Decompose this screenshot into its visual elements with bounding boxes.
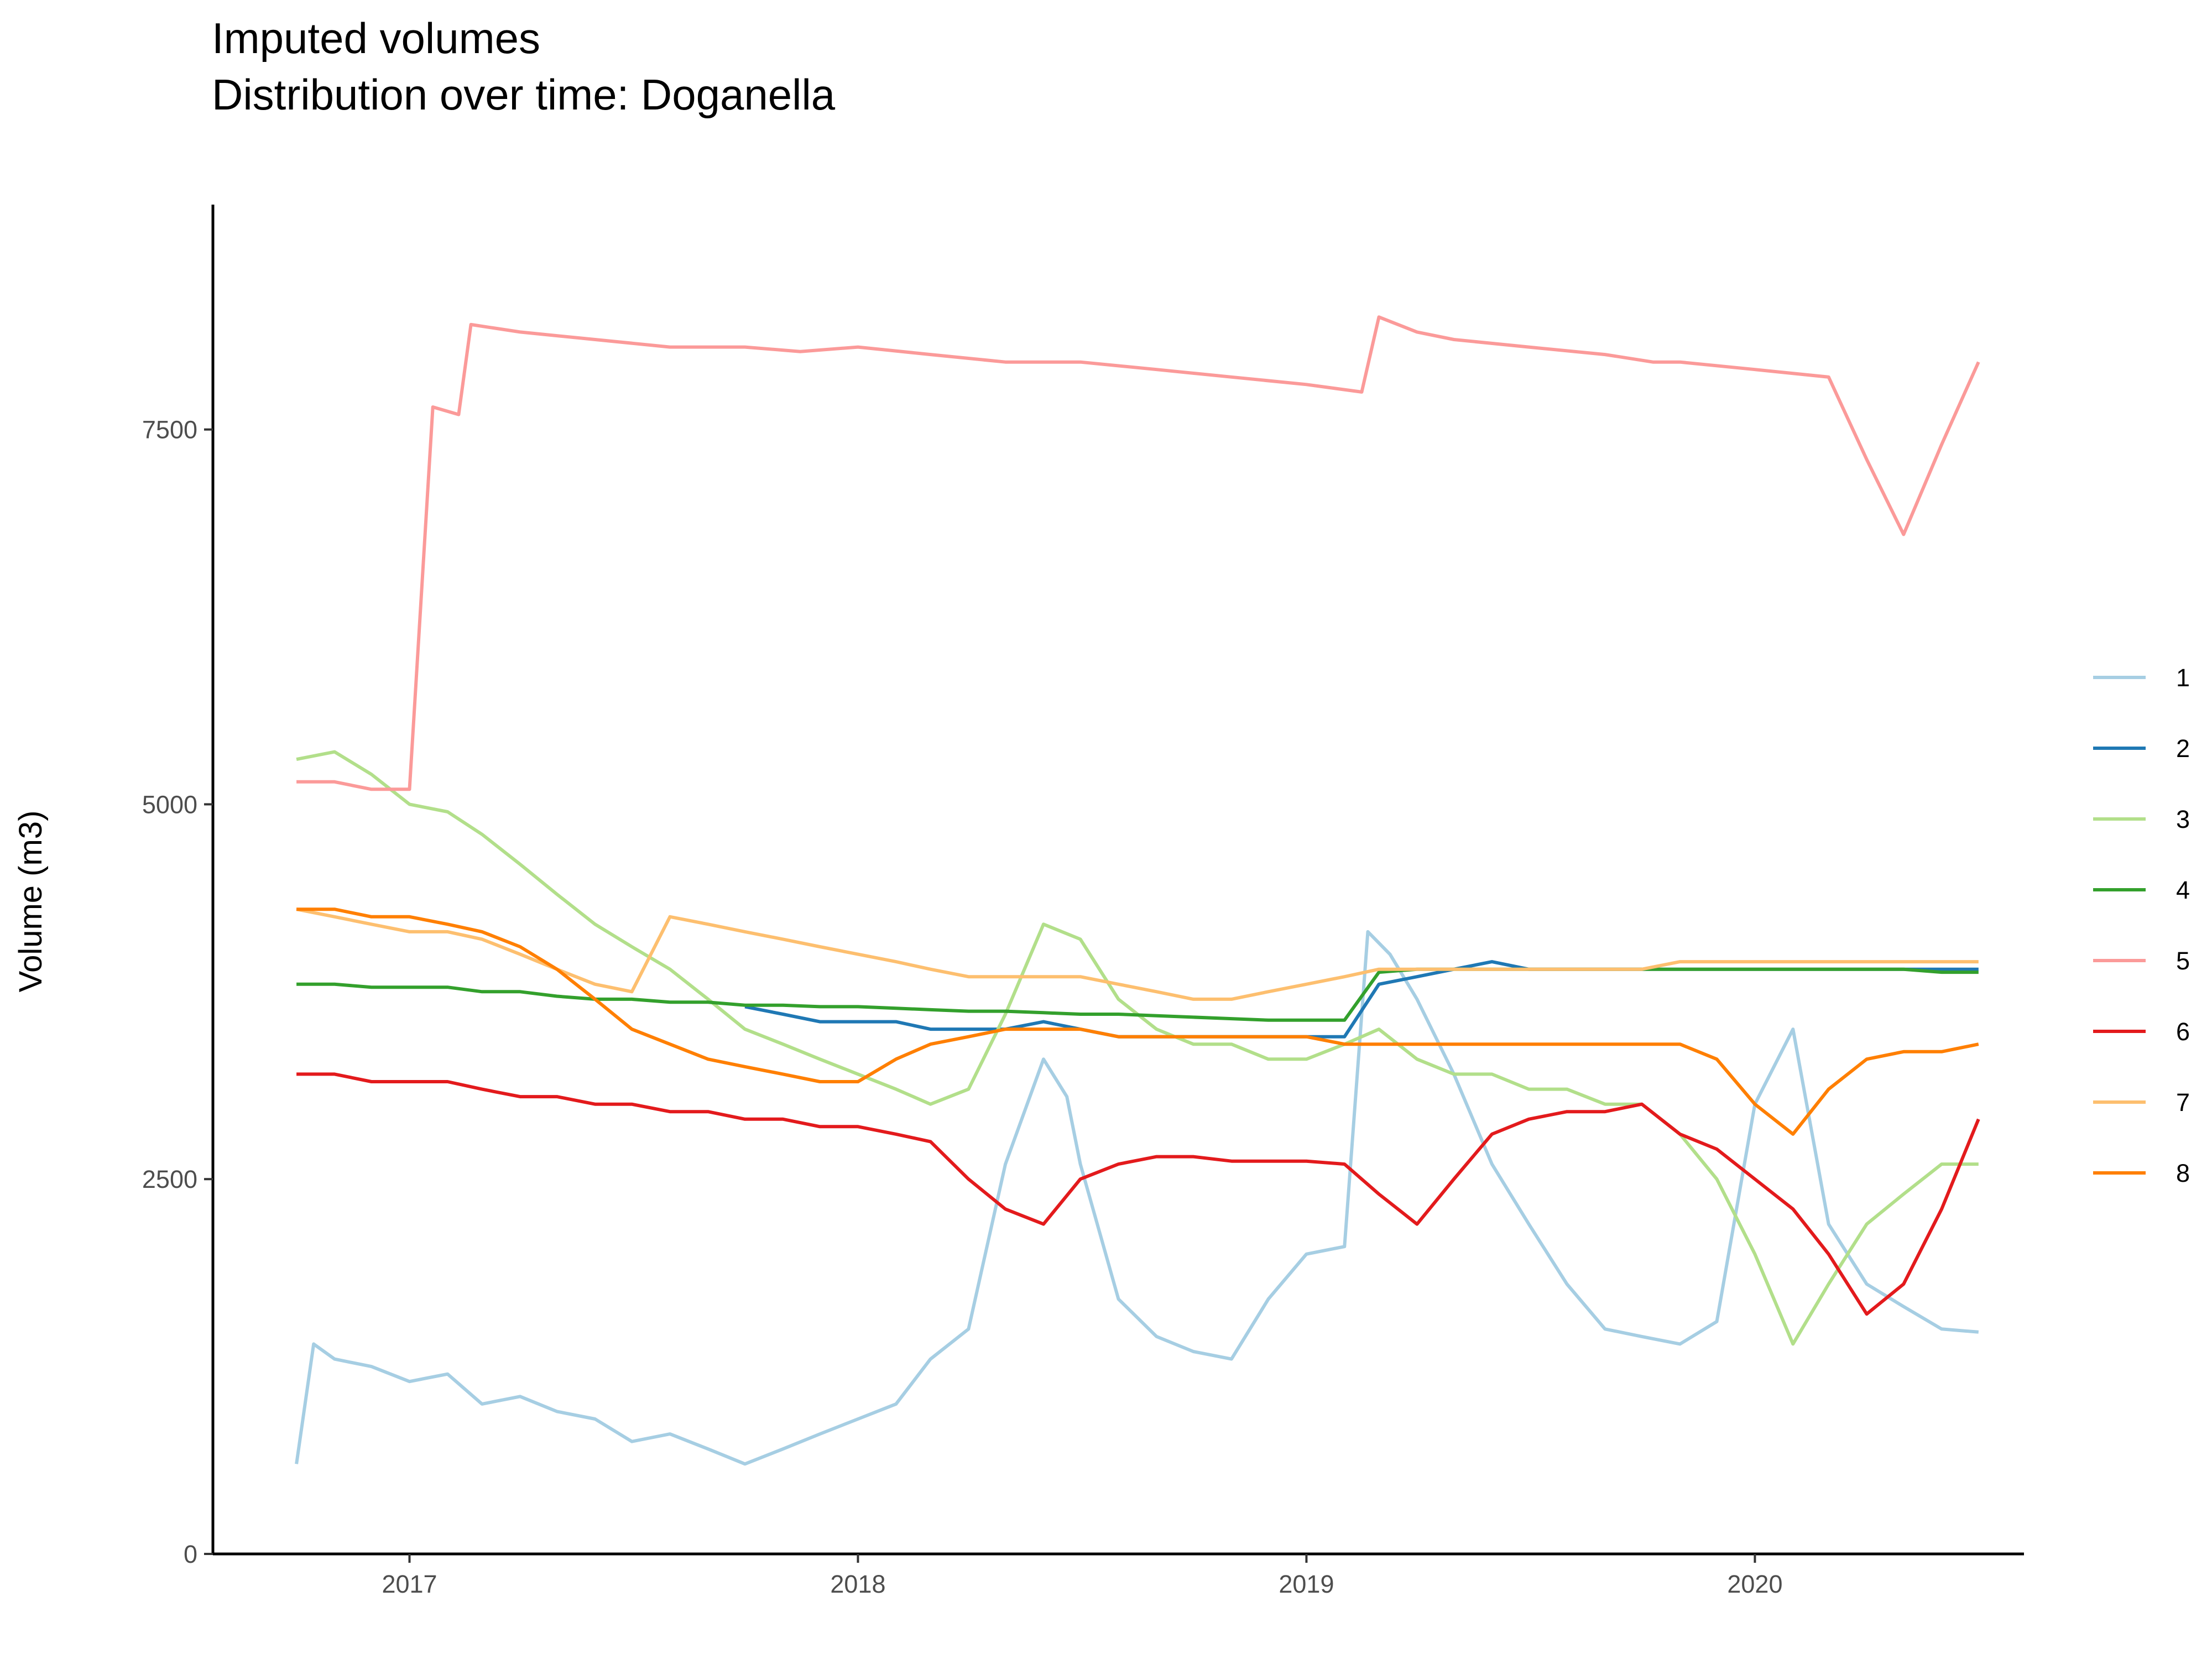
series-line-5 bbox=[296, 315, 1980, 791]
legend-label-7: 7 bbox=[2176, 1088, 2190, 1117]
y-tick-label: 2500 bbox=[142, 1165, 197, 1193]
legend-label-1: 1 bbox=[2176, 664, 2190, 692]
series-line-4 bbox=[296, 967, 1979, 1022]
legend-label-4: 4 bbox=[2176, 876, 2190, 904]
y-tick-label: 5000 bbox=[142, 790, 197, 818]
plot-area: 2017 2018 2019 2020 0 2500 5000 7500 bbox=[142, 205, 2024, 1598]
x-tick-label: 2019 bbox=[1279, 1570, 1334, 1598]
x-axis-ticks: 2017 2018 2019 2020 bbox=[382, 1554, 1782, 1598]
x-tick-label: 2020 bbox=[1727, 1570, 1782, 1598]
series-layer bbox=[295, 315, 1980, 1466]
y-tick-label: 0 bbox=[184, 1540, 197, 1568]
chart-subtitle: Distribution over time: Doganella bbox=[212, 70, 836, 119]
legend-label-8: 8 bbox=[2176, 1159, 2190, 1187]
legend-label-5: 5 bbox=[2176, 947, 2190, 975]
series-line-1 bbox=[295, 930, 1979, 1466]
legend-label-6: 6 bbox=[2176, 1018, 2190, 1046]
series-line-6 bbox=[296, 1072, 1980, 1316]
series-line-8 bbox=[296, 907, 1979, 1136]
legend-label-2: 2 bbox=[2176, 734, 2190, 763]
x-tick-label: 2018 bbox=[830, 1570, 885, 1598]
x-tick-label: 2017 bbox=[382, 1570, 437, 1598]
legend-label-3: 3 bbox=[2176, 805, 2190, 833]
chart-title: Imputed volumes bbox=[212, 14, 540, 62]
y-tick-label: 7500 bbox=[142, 416, 197, 444]
legend: 1 2 3 4 5 6 7 8 bbox=[2093, 664, 2190, 1187]
series-line-3 bbox=[296, 750, 1979, 1346]
series-line-7 bbox=[296, 907, 1979, 1001]
y-axis-title: Volume (m3) bbox=[13, 811, 49, 993]
y-axis-ticks: 0 2500 5000 7500 bbox=[142, 416, 213, 1568]
